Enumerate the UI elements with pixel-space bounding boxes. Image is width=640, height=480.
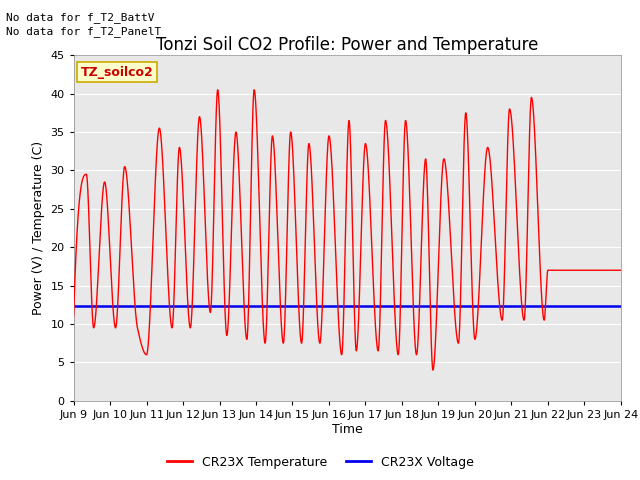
Text: No data for f_T2_PanelT: No data for f_T2_PanelT [6, 26, 162, 37]
Legend: CR23X Temperature, CR23X Voltage: CR23X Temperature, CR23X Voltage [161, 451, 479, 474]
Title: Tonzi Soil CO2 Profile: Power and Temperature: Tonzi Soil CO2 Profile: Power and Temper… [156, 36, 538, 54]
Y-axis label: Power (V) / Temperature (C): Power (V) / Temperature (C) [32, 141, 45, 315]
X-axis label: Time: Time [332, 422, 363, 436]
Text: No data for f_T2_BattV: No data for f_T2_BattV [6, 12, 155, 23]
Text: TZ_soilco2: TZ_soilco2 [81, 66, 154, 79]
